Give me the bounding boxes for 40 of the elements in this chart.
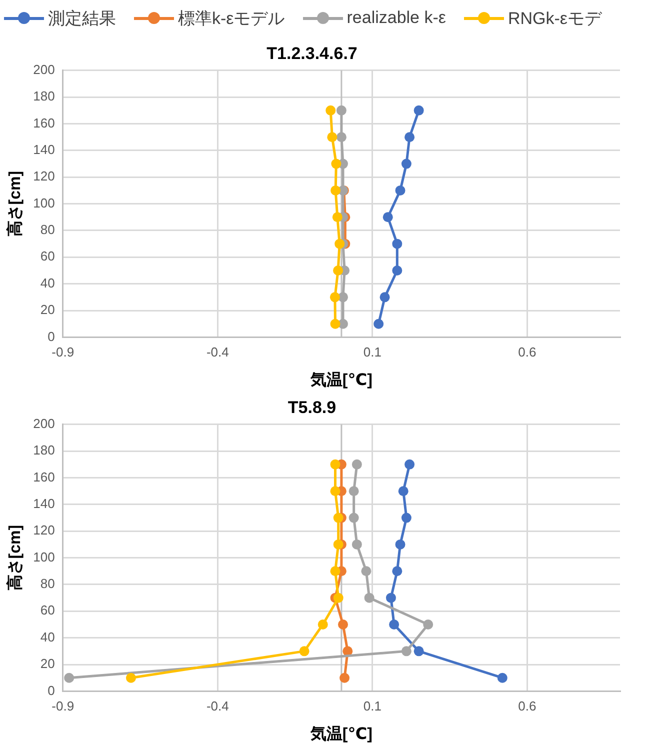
y-tick-label: 20	[40, 656, 55, 672]
y-tick-label: 40	[40, 275, 55, 290]
y-tick-label: 80	[40, 222, 55, 238]
chart-title: T1.2.3.4.6.7	[266, 44, 358, 63]
y-tick-label: 80	[40, 576, 55, 592]
y-tick-label: 60	[40, 602, 55, 618]
y-tick-label: 200	[33, 416, 55, 431]
x-tick-label: 0.1	[363, 344, 382, 360]
x-tick-label: -0.4	[206, 344, 229, 360]
x-tick-label: 0.6	[518, 344, 536, 360]
y-tick-label: 120	[33, 522, 55, 538]
y-tick-label: 160	[33, 469, 55, 484]
chart-title: T5.8.9	[288, 398, 336, 417]
y-tick-label: 100	[33, 195, 55, 210]
x-tick-label: -0.9	[52, 344, 74, 360]
x-axis-title: 気温[℃]	[309, 724, 372, 743]
y-tick-label: 180	[33, 88, 55, 104]
y-tick-label: 20	[40, 302, 55, 318]
legend-label: 標準k-εモデル	[178, 8, 285, 30]
legend-label: realizable k-ε	[346, 8, 446, 28]
y-axis-title: 高さ[cm]	[5, 524, 24, 591]
x-tick-label: -0.9	[52, 698, 74, 714]
y-tick-label: 0	[48, 328, 55, 344]
x-tick-label: 0.1	[363, 698, 382, 714]
y-tick-label: 0	[48, 682, 55, 698]
y-tick-label: 140	[33, 496, 55, 512]
legend-label: RNGk-εモデ	[508, 8, 602, 30]
y-tick-label: 100	[33, 549, 55, 564]
y-tick-label: 60	[40, 248, 55, 264]
y-tick-label: 180	[33, 442, 55, 458]
x-tick-label: 0.6	[518, 698, 536, 714]
x-tick-label: -0.4	[206, 698, 229, 714]
x-axis-title: 気温[℃]	[309, 370, 372, 389]
y-tick-label: 160	[33, 115, 55, 130]
y-tick-label: 120	[33, 168, 55, 184]
y-tick-label: 140	[33, 142, 55, 158]
y-tick-label: 200	[33, 62, 55, 77]
y-tick-label: 40	[40, 629, 55, 644]
legend-label: 測定結果	[48, 8, 116, 30]
y-axis-title: 高さ[cm]	[5, 170, 24, 237]
